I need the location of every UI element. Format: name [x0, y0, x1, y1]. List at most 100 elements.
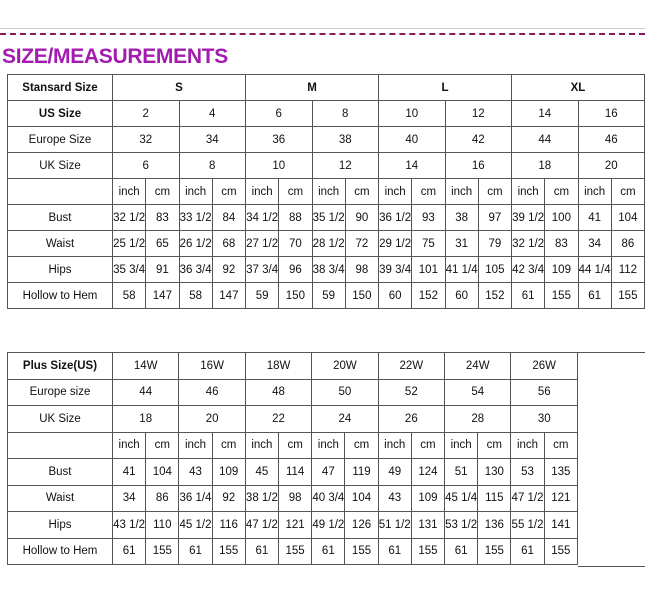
table-cell: 46 — [577, 126, 645, 153]
table-cell: 49 1/2 — [311, 511, 346, 539]
unit-label: cm — [145, 178, 180, 205]
table-cell: 40 3/4 — [311, 484, 346, 512]
table-cell: 49 — [377, 458, 412, 486]
size-group-header: S — [112, 74, 246, 101]
page-title: SIZE/MEASUREMENTS — [2, 45, 228, 68]
table-cell: 28 — [444, 405, 512, 433]
table-border-extension — [578, 352, 645, 567]
table-cell: 110 — [145, 511, 180, 539]
table-cell: 33 1/2 — [178, 204, 213, 231]
unit-label: inch — [377, 431, 412, 459]
table-cell: 39 1/2 — [510, 204, 546, 231]
table-cell: 101 — [411, 256, 446, 283]
table-cell: 59 — [311, 282, 346, 309]
table-cell: 98 — [278, 484, 313, 512]
table-cell: 32 1/2 — [510, 230, 546, 257]
table-cell: 109 — [410, 484, 446, 512]
table-cell: 10 — [378, 100, 446, 127]
size-header: 16W — [178, 352, 246, 380]
size-group-header: L — [378, 74, 512, 101]
unit-label: inch — [444, 431, 479, 459]
table-cell: 61 — [311, 537, 346, 565]
table-cell: 96 — [278, 256, 313, 283]
table-cell: 36 — [245, 126, 313, 153]
row-label: UK Size — [7, 152, 113, 179]
unit-label: cm — [344, 431, 379, 459]
table-cell: 36 3/4 — [178, 256, 213, 283]
header-row: Plus Size(US) 14W 16W 18W 20W 22W 24W 26W — [7, 352, 578, 380]
table-cell: 41 — [577, 204, 612, 231]
table-cell: 38 3/4 — [311, 256, 346, 283]
table-cell: 28 1/2 — [311, 230, 346, 257]
table-cell: 155 — [477, 537, 512, 565]
table-cell: 92 — [211, 484, 246, 512]
unit-label: inch — [111, 431, 147, 459]
table-cell: 150 — [278, 282, 313, 309]
table-cell: 52 — [377, 378, 446, 406]
table-row: Hips 35 3/4 91 36 3/4 92 37 3/4 96 38 3/4 98 39 3… — [7, 256, 645, 283]
table-cell: 61 — [510, 537, 545, 565]
table-cell: 155 — [610, 282, 645, 309]
table-cell: 56 — [510, 378, 578, 406]
size-header: 14W — [111, 352, 180, 380]
table-cell: 20 — [178, 405, 246, 433]
table-cell: 83 — [145, 204, 180, 231]
table-cell: 114 — [278, 458, 313, 486]
plus-size-table: Plus Size(US) 14W 16W 18W 20W 22W 24W 26W Europe… — [7, 352, 579, 565]
table-cell: 35 3/4 — [111, 256, 147, 283]
unit-label: cm — [477, 178, 513, 205]
row-label: Hips — [7, 511, 113, 539]
unit-label: cm — [543, 431, 579, 459]
size-header: 18W — [244, 352, 313, 380]
table-cell: 34 — [111, 484, 147, 512]
table-cell: 2 — [112, 100, 180, 127]
table-cell: 39 3/4 — [377, 256, 413, 283]
table-cell: 109 — [211, 458, 246, 486]
table-cell: 60 — [377, 282, 413, 309]
unit-label: inch — [244, 178, 280, 205]
table-cell: 25 1/2 — [111, 230, 147, 257]
table-cell: 155 — [211, 537, 246, 565]
unit-label: inch — [311, 178, 346, 205]
table-cell: 75 — [411, 230, 446, 257]
table-row: Hollow to Hem 58 147 58 147 59 150 59 150 60 152 60… — [7, 282, 645, 309]
table-cell: 41 1/4 — [444, 256, 479, 283]
table-cell: 58 — [111, 282, 147, 309]
row-label: Hollow to Hem — [7, 282, 113, 309]
units-row: inch cm inch cm inch cm inch cm inch cm inch cm inch… — [7, 178, 645, 205]
table-cell: 61 — [244, 537, 280, 565]
table-cell: 43 — [178, 458, 213, 486]
table-cell: 105 — [477, 256, 513, 283]
row-label: Bust — [7, 458, 113, 486]
table-cell: 51 1/2 — [377, 511, 412, 539]
table-cell: 83 — [544, 230, 579, 257]
table-cell: 68 — [211, 230, 247, 257]
size-group-header: M — [245, 74, 379, 101]
table-cell: 42 3/4 — [510, 256, 546, 283]
units-row: inch cm inch cm inch cm inch cm inch cm inch cm inch… — [7, 431, 579, 459]
table-cell: 22 — [244, 405, 313, 433]
row-label: US Size — [7, 100, 113, 127]
table-cell: 147 — [145, 282, 180, 309]
table-cell: 51 — [444, 458, 479, 486]
table-cell: 36 1/4 — [178, 484, 213, 512]
unit-label: inch — [178, 178, 213, 205]
table-cell: 14 — [378, 152, 446, 179]
unit-label: cm — [477, 431, 512, 459]
table-cell: 121 — [278, 511, 313, 539]
unit-label: cm — [544, 178, 579, 205]
unit-label: cm — [410, 431, 446, 459]
table-cell: 91 — [145, 256, 180, 283]
table-cell: 155 — [543, 537, 579, 565]
standard-size-table: Stansard Size S M L XL US Size 2 4 6 8 10 12 14 16 Eur… — [7, 74, 645, 309]
table-row: UK Size 6 8 10 12 14 16 18 20 — [7, 152, 645, 179]
unit-label: inch — [111, 178, 147, 205]
table-cell: 155 — [278, 537, 313, 565]
table-row: US Size 2 4 6 8 10 12 14 16 — [7, 100, 645, 127]
table-cell: 88 — [278, 204, 313, 231]
table-cell: 152 — [477, 282, 513, 309]
table-cell: 32 — [112, 126, 180, 153]
table-row: Hollow to Hem 61 155 61 155 61 155 61 155 61 155 61… — [7, 537, 579, 565]
top-divider — [0, 28, 645, 29]
table-cell: 61 — [111, 537, 147, 565]
